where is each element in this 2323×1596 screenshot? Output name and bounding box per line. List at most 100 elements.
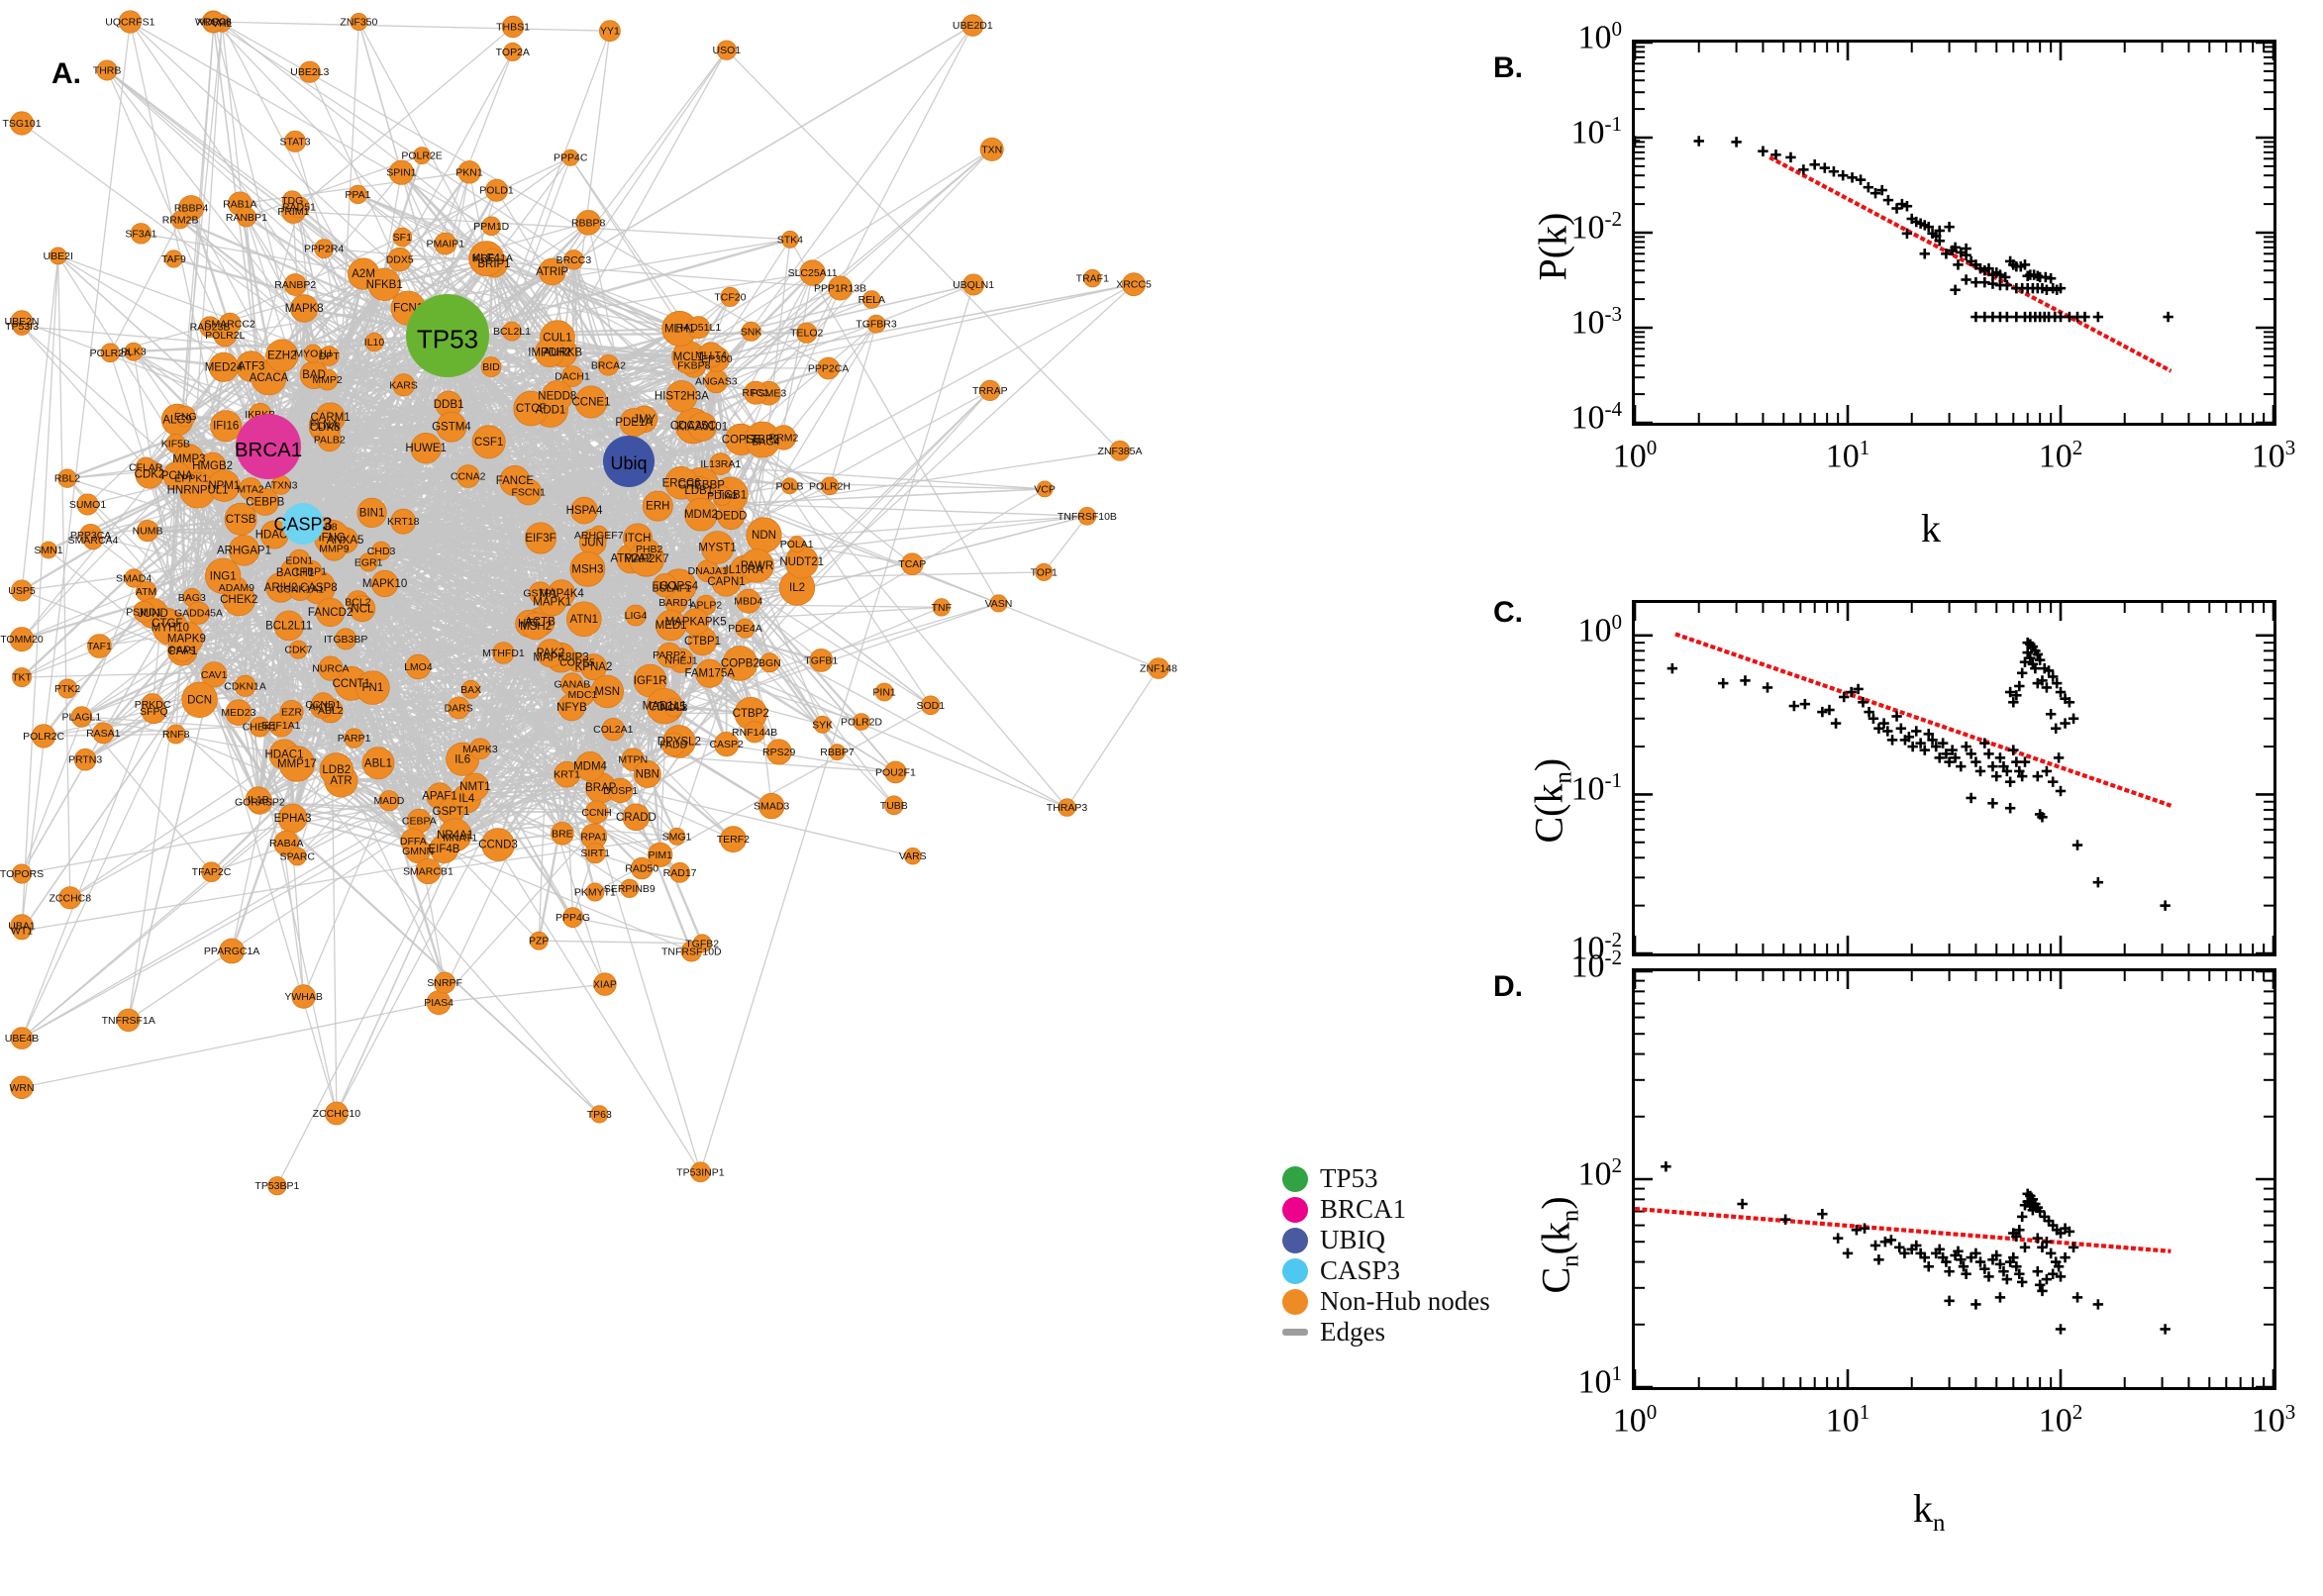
svg-text:BARD1: BARD1 [658,597,693,609]
svg-text:DACH1: DACH1 [555,371,590,383]
svg-text:ING1: ING1 [210,570,237,582]
svg-text:PRKDC: PRKDC [135,699,171,711]
svg-text:POLR2E: POLR2E [401,150,442,162]
y-tick-label: 10-2 [1570,928,1622,967]
svg-text:ABL1: ABL1 [364,757,392,769]
svg-text:TRRAP: TRRAP [972,385,1008,397]
svg-text:TERF2: TERF2 [717,834,750,846]
svg-text:EPPK1: EPPK1 [174,473,208,485]
svg-text:KLF4: KLF4 [472,253,500,265]
network-graph: ABL1 ABL2 ACACA ACTB ADAM9 ADD1 AKT1 ALG9 ANGAS3… [0,10,1177,1196]
svg-text:FSCN1: FSCN1 [511,487,546,499]
svg-text:LMO4: LMO4 [404,661,433,673]
svg-text:PPM1D: PPM1D [473,221,510,233]
svg-text:TGFB1: TGFB1 [804,654,838,666]
svg-text:BID: BID [482,361,500,373]
svg-text:CCNE1: CCNE1 [572,397,611,409]
svg-text:SMARCB1: SMARCB1 [403,866,454,878]
svg-text:CCND3: CCND3 [478,840,518,851]
svg-text:LTBP3: LTBP3 [746,435,779,447]
svg-text:TDG: TDG [281,195,303,207]
svg-text:VASN: VASN [985,598,1013,610]
svg-text:POLR2D: POLR2D [841,717,882,729]
svg-text:WT1: WT1 [11,926,33,938]
svg-text:PAWR: PAWR [741,560,773,572]
svg-text:BGN: BGN [758,657,781,669]
legend-label: TP53 [1320,1163,1378,1193]
svg-text:RAD17: RAD17 [663,867,697,879]
svg-text:PTK2: PTK2 [54,683,80,695]
svg-text:BRE: BRE [552,828,573,840]
svg-text:BAG3: BAG3 [178,592,206,604]
svg-text:CCNH: CCNH [581,807,611,819]
svg-text:COPS4: COPS4 [659,581,699,593]
svg-text:POLA1: POLA1 [780,539,814,550]
svg-text:ADD1: ADD1 [536,404,566,416]
svg-text:GORASP2: GORASP2 [235,796,285,808]
svg-text:IL13RA1: IL13RA1 [700,458,741,470]
svg-text:ATM: ATM [136,586,156,598]
svg-text:IL4: IL4 [458,793,475,805]
svg-text:CEBPA: CEBPA [402,816,437,828]
svg-text:ATP2A2: ATP2A2 [611,553,653,565]
svg-text:KIAA0101: KIAA0101 [676,421,728,433]
svg-text:PPARGC1A: PPARGC1A [204,946,259,957]
svg-text:ALG9: ALG9 [162,415,191,427]
svg-text:CASP8: CASP8 [300,582,338,594]
svg-text:IL6: IL6 [454,753,470,765]
y-tick-label: 10-1 [1570,112,1622,151]
svg-text:ATRIP: ATRIP [536,266,568,278]
legend-item-tp53: TP53 [1282,1163,1456,1194]
svg-text:PPP3CA: PPP3CA [70,530,111,542]
svg-text:MCL1: MCL1 [673,351,704,363]
svg-text:SMAD4: SMAD4 [116,573,152,585]
svg-text:HUWE1: HUWE1 [405,443,447,454]
svg-text:TSG101: TSG101 [2,118,41,130]
svg-text:NFYB: NFYB [556,702,587,714]
svg-text:NUDT21: NUDT21 [779,556,824,568]
svg-text:RFC1: RFC1 [742,387,769,399]
svg-text:SPARC: SPARC [280,851,316,863]
x-tick-label: 102 [2038,436,2083,475]
svg-text:ACACA: ACACA [250,372,289,384]
svg-text:RAD50: RAD50 [625,863,658,875]
legend-item-ubiq: UBIQ [1282,1225,1456,1255]
svg-text:RPS29: RPS29 [762,747,795,758]
svg-text:NCL: NCL [351,603,374,615]
svg-text:TNFRSF1A: TNFRSF1A [102,1015,155,1027]
svg-text:IL10: IL10 [364,337,385,349]
svg-text:UBE4B: UBE4B [5,1033,39,1045]
svg-text:SNRPF: SNRPF [427,977,462,989]
svg-text:BCL2L1: BCL2L1 [493,326,531,338]
svg-text:MDM4: MDM4 [573,761,607,773]
svg-text:SPIN1: SPIN1 [386,167,417,179]
svg-text:PSME3: PSME3 [752,388,787,400]
svg-text:IMPDH2: IMPDH2 [528,348,570,359]
svg-text:MAPK9: MAPK9 [167,633,206,645]
svg-text:PKMYT1: PKMYT1 [574,887,616,899]
svg-text:MMP17: MMP17 [277,758,317,770]
svg-text:MAP2K7: MAP2K7 [624,553,668,565]
svg-text:ERCC6: ERCC6 [662,477,701,489]
svg-text:VCP: VCP [1034,483,1056,495]
svg-text:RANBP1: RANBP1 [226,212,267,224]
svg-text:TOP2A: TOP2A [496,47,530,58]
svg-text:EDN1: EDN1 [285,554,313,566]
svg-text:IFI16: IFI16 [213,421,239,433]
svg-text:SMG1: SMG1 [662,831,692,843]
svg-text:CREBBP: CREBBP [678,480,726,492]
svg-text:MADD: MADD [373,795,404,807]
svg-text:FANCD2: FANCD2 [308,607,353,619]
svg-text:ATF3: ATF3 [238,361,264,373]
svg-text:SMAD3: SMAD3 [754,801,789,813]
svg-text:RAB1A: RAB1A [223,198,256,210]
svg-text:MTPN: MTPN [618,754,648,766]
svg-text:EIF3F: EIF3F [525,533,556,545]
svg-text:THRB: THRB [93,65,122,77]
svg-text:TNFRSF10B: TNFRSF10B [1058,511,1117,523]
svg-text:MSH2: MSH2 [520,621,552,633]
svg-text:TCF20: TCF20 [714,291,746,303]
svg-text:PIN1: PIN1 [872,687,896,699]
legend-label: UBIQ [1320,1225,1385,1254]
svg-text:COPS6: COPS6 [722,434,760,446]
